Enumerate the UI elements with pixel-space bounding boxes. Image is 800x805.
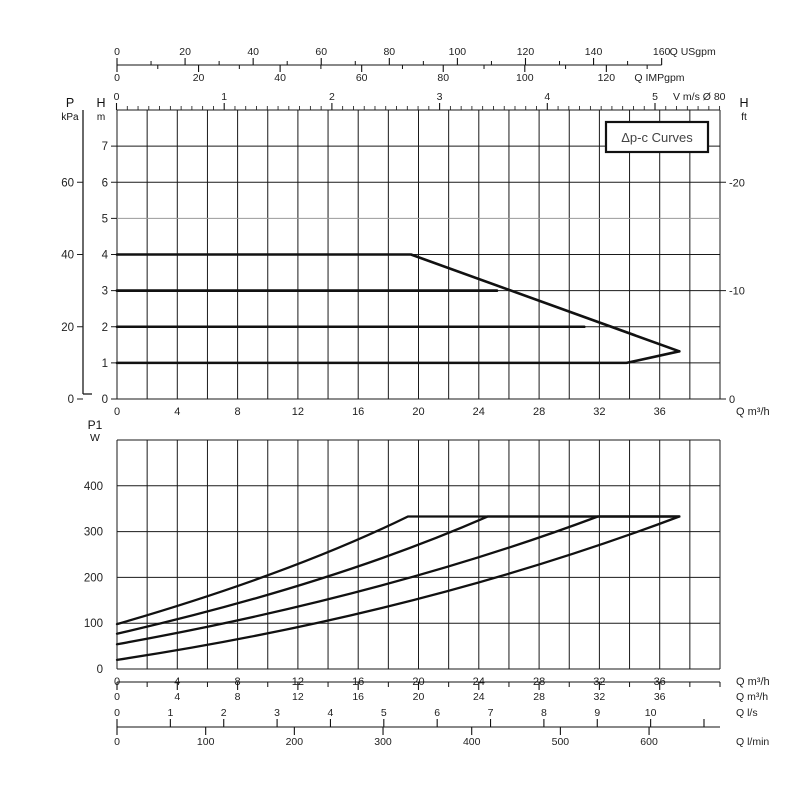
svg-text:300: 300 xyxy=(84,527,103,539)
svg-text:Q m³/h: Q m³/h xyxy=(736,406,770,418)
svg-text:80: 80 xyxy=(437,72,449,84)
svg-text:0: 0 xyxy=(114,406,120,418)
svg-text:0: 0 xyxy=(114,46,120,58)
svg-text:Q l/min: Q l/min xyxy=(736,736,769,748)
svg-text:8: 8 xyxy=(235,691,241,703)
svg-text:12: 12 xyxy=(292,691,304,703)
svg-text:0: 0 xyxy=(102,394,108,406)
svg-text:Q IMPgpm: Q IMPgpm xyxy=(634,72,684,84)
svg-text:8: 8 xyxy=(235,406,241,418)
svg-text:-20: -20 xyxy=(729,177,745,189)
svg-text:36: 36 xyxy=(654,691,666,703)
svg-text:Q l/s: Q l/s xyxy=(736,707,758,719)
svg-text:Δp-c Curves: Δp-c Curves xyxy=(621,130,693,145)
svg-text:H: H xyxy=(739,96,748,110)
svg-text:600: 600 xyxy=(640,736,658,748)
svg-text:Q m³/h: Q m³/h xyxy=(736,676,770,688)
svg-text:300: 300 xyxy=(374,736,392,748)
svg-text:W: W xyxy=(90,432,100,444)
svg-text:4: 4 xyxy=(328,707,334,719)
svg-text:1: 1 xyxy=(102,358,108,370)
svg-text:20: 20 xyxy=(179,46,191,58)
svg-text:0: 0 xyxy=(114,72,120,84)
svg-text:0: 0 xyxy=(97,664,103,676)
svg-text:7: 7 xyxy=(102,141,108,153)
svg-text:400: 400 xyxy=(463,736,481,748)
svg-text:20: 20 xyxy=(193,72,205,84)
svg-text:32: 32 xyxy=(594,691,606,703)
svg-text:ft: ft xyxy=(741,112,747,123)
svg-text:3: 3 xyxy=(437,91,443,103)
svg-text:5: 5 xyxy=(102,213,108,225)
svg-text:400: 400 xyxy=(84,481,103,493)
svg-text:7: 7 xyxy=(488,707,494,719)
svg-text:100: 100 xyxy=(449,46,467,58)
svg-text:6: 6 xyxy=(102,177,108,189)
svg-text:1: 1 xyxy=(221,91,227,103)
svg-text:120: 120 xyxy=(598,72,616,84)
svg-text:V m/s Ø 80: V m/s Ø 80 xyxy=(673,91,726,103)
svg-text:0: 0 xyxy=(114,691,120,703)
svg-text:P1: P1 xyxy=(88,418,103,432)
svg-text:2: 2 xyxy=(102,322,108,334)
svg-text:100: 100 xyxy=(197,736,215,748)
svg-text:3: 3 xyxy=(274,707,280,719)
svg-text:H: H xyxy=(96,96,105,110)
svg-text:140: 140 xyxy=(585,46,603,58)
svg-text:4: 4 xyxy=(544,91,550,103)
svg-text:40: 40 xyxy=(61,250,74,262)
svg-text:20: 20 xyxy=(412,406,424,418)
svg-text:6: 6 xyxy=(434,707,440,719)
svg-text:28: 28 xyxy=(533,406,545,418)
svg-text:0: 0 xyxy=(114,707,120,719)
svg-text:1: 1 xyxy=(167,707,173,719)
svg-text:Q USgpm: Q USgpm xyxy=(670,46,716,58)
svg-text:0: 0 xyxy=(729,394,735,406)
svg-text:-10: -10 xyxy=(729,286,745,298)
svg-text:500: 500 xyxy=(552,736,570,748)
svg-text:P: P xyxy=(66,96,74,110)
svg-text:Q m³/h: Q m³/h xyxy=(736,691,768,703)
svg-text:20: 20 xyxy=(413,691,425,703)
svg-text:10: 10 xyxy=(645,707,657,719)
svg-text:16: 16 xyxy=(352,406,364,418)
svg-text:5: 5 xyxy=(652,91,658,103)
svg-text:20: 20 xyxy=(61,322,74,334)
svg-text:2: 2 xyxy=(221,707,227,719)
svg-text:kPa: kPa xyxy=(61,112,79,123)
svg-text:40: 40 xyxy=(247,46,259,58)
svg-text:0: 0 xyxy=(114,736,120,748)
svg-text:16: 16 xyxy=(352,691,364,703)
svg-text:4: 4 xyxy=(102,250,109,262)
svg-text:32: 32 xyxy=(593,406,605,418)
svg-text:60: 60 xyxy=(61,177,74,189)
svg-text:12: 12 xyxy=(292,406,304,418)
svg-text:200: 200 xyxy=(84,572,103,584)
svg-text:4: 4 xyxy=(174,691,180,703)
svg-text:60: 60 xyxy=(356,72,368,84)
svg-text:24: 24 xyxy=(473,691,485,703)
svg-text:40: 40 xyxy=(274,72,286,84)
svg-text:200: 200 xyxy=(286,736,304,748)
svg-text:28: 28 xyxy=(533,691,545,703)
svg-text:36: 36 xyxy=(654,406,666,418)
svg-text:5: 5 xyxy=(381,707,387,719)
svg-text:80: 80 xyxy=(383,46,395,58)
svg-text:9: 9 xyxy=(594,707,600,719)
svg-text:0: 0 xyxy=(68,394,74,406)
svg-text:m: m xyxy=(97,112,105,123)
svg-text:3: 3 xyxy=(102,286,108,298)
svg-text:100: 100 xyxy=(516,72,534,84)
svg-text:24: 24 xyxy=(473,406,485,418)
svg-text:0: 0 xyxy=(114,91,120,103)
svg-text:120: 120 xyxy=(517,46,535,58)
svg-text:60: 60 xyxy=(315,46,327,58)
svg-text:8: 8 xyxy=(541,707,547,719)
svg-text:4: 4 xyxy=(174,406,180,418)
svg-text:100: 100 xyxy=(84,618,103,630)
svg-text:160: 160 xyxy=(653,46,671,58)
svg-text:2: 2 xyxy=(329,91,335,103)
